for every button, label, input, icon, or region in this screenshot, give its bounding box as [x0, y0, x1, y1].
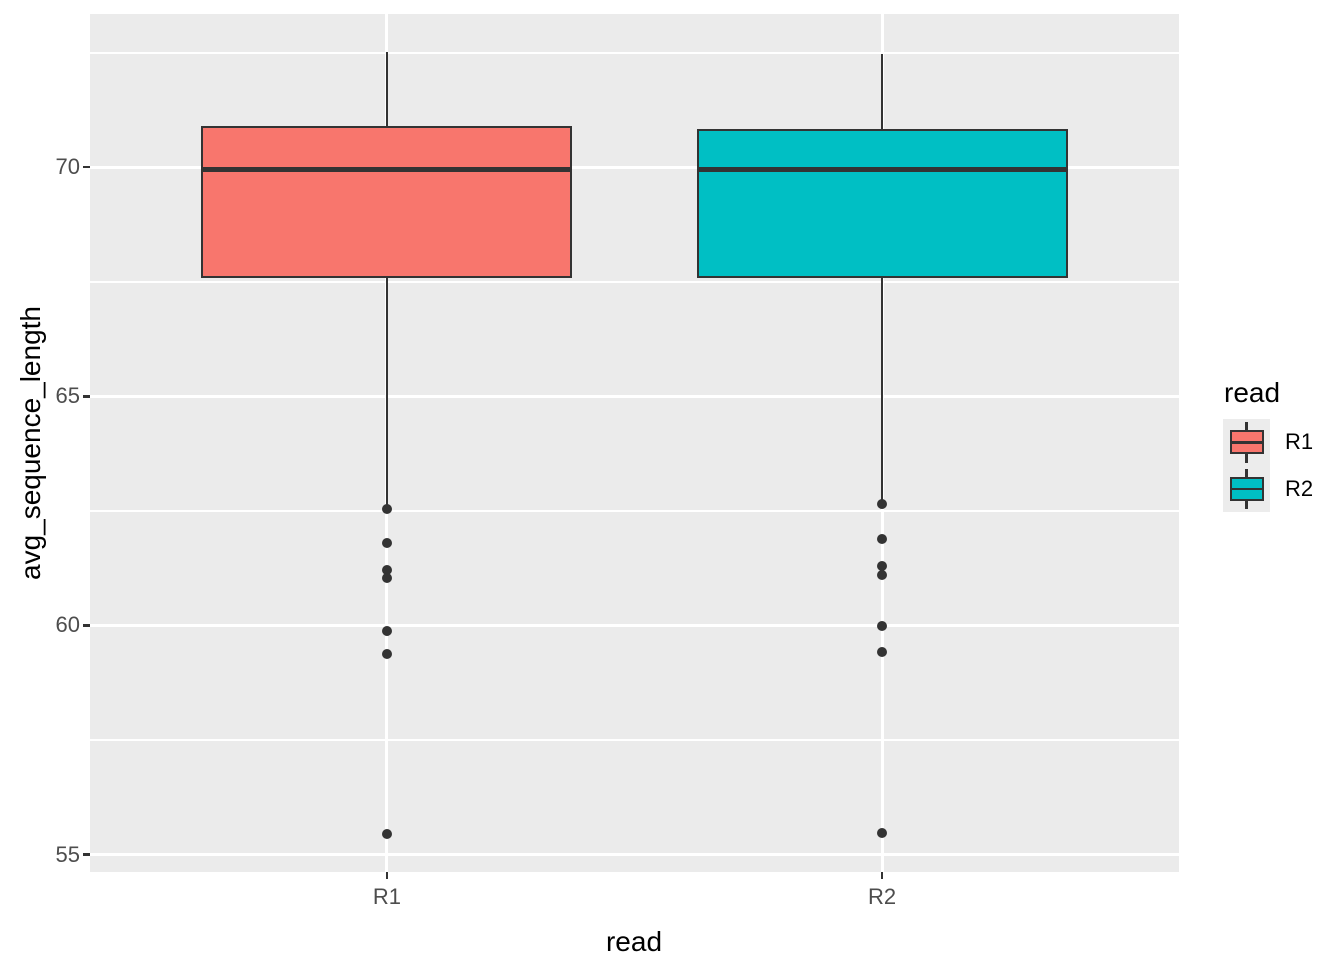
legend-label-R2: R2	[1285, 475, 1314, 501]
outlier-R1-4	[381, 626, 392, 637]
y-tick-label-65: 65	[55, 383, 80, 409]
outlier-R2-4	[877, 621, 888, 632]
gridline-major-55	[90, 853, 1179, 857]
outlier-R1-1	[381, 538, 392, 549]
outlier-R1-3	[381, 573, 392, 584]
legend-key-median-R1	[1229, 441, 1264, 444]
x-tick-label-R1: R1	[372, 884, 402, 909]
gridline-minor-67.5	[90, 280, 1179, 283]
outlier-R2-5	[877, 646, 888, 657]
x-axis-title: read	[605, 926, 663, 957]
legend-key-R1	[1223, 419, 1270, 466]
legend-title: read	[1224, 377, 1281, 408]
whisker-lower-R2	[880, 278, 884, 504]
gridline-minor-62.5	[90, 509, 1179, 512]
whisker-lower-R1	[385, 278, 389, 505]
box-R2	[696, 128, 1068, 279]
gridline-major-65	[90, 394, 1179, 398]
gridline-major-70	[90, 165, 1179, 169]
x-tick-mark-R2	[880, 872, 884, 879]
y-tick-label-70: 70	[55, 154, 80, 180]
outlier-R2-1	[877, 534, 888, 545]
x-tick-mark-R1	[385, 872, 389, 879]
outlier-R2-3	[877, 569, 888, 580]
median-R1	[201, 167, 573, 172]
y-tick-mark-55	[83, 853, 90, 856]
outlier-R2-6	[877, 827, 888, 838]
outlier-R2-2	[877, 561, 888, 572]
legend-key-R2	[1223, 465, 1270, 512]
outlier-R1-2	[381, 564, 392, 575]
y-axis-title: avg_sequence_length	[15, 305, 46, 581]
outlier-R1-0	[381, 503, 392, 514]
y-tick-mark-65	[83, 395, 90, 398]
box-R1	[201, 126, 573, 279]
plot-panel	[90, 14, 1179, 872]
whisker-upper-R2	[880, 53, 884, 129]
x-tick-label-R2: R2	[867, 884, 897, 909]
gridline-major-60	[90, 623, 1179, 627]
legend-label-R1: R1	[1285, 429, 1314, 455]
outlier-R1-6	[381, 828, 392, 839]
median-R2	[696, 167, 1068, 172]
outlier-R2-0	[877, 498, 888, 509]
y-tick-mark-70	[83, 165, 90, 169]
legend-key-median-R2	[1229, 487, 1264, 490]
y-tick-label-60: 60	[55, 612, 80, 638]
gridline-minor-57.5	[90, 739, 1179, 741]
whisker-upper-R1	[385, 51, 389, 127]
outlier-R1-5	[381, 649, 392, 660]
gridline-minor-72.5	[90, 51, 1179, 54]
y-tick-mark-60	[83, 624, 90, 627]
y-tick-label-55: 55	[55, 841, 80, 867]
